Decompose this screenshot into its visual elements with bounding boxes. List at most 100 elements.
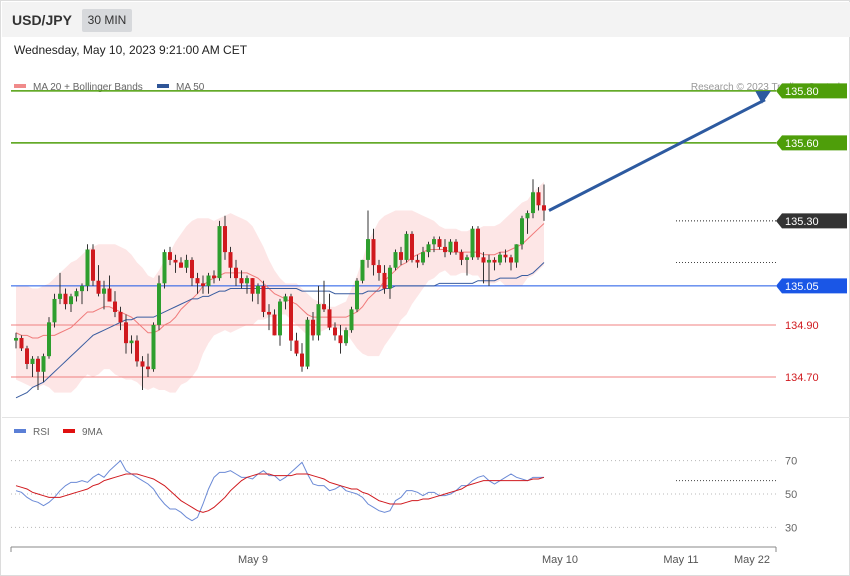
candle-27 [162, 249, 167, 289]
candle-23 [140, 356, 145, 390]
candle-84 [476, 226, 480, 260]
candle-body [426, 244, 431, 253]
candle-body [333, 327, 337, 336]
candle-7 [52, 293, 57, 328]
candle-57 [327, 293, 332, 331]
candle-77 [437, 236, 442, 250]
candle-body [366, 239, 370, 260]
candle-33 [195, 272, 200, 294]
candle-76 [432, 236, 436, 253]
candle-body [113, 301, 117, 312]
candle-body [184, 259, 189, 268]
legend-ma20: MA 20 + Bollinger Bands [14, 82, 143, 93]
bollinger-band [16, 181, 544, 393]
candle-body [41, 356, 46, 372]
candle-body [382, 272, 387, 289]
candle-body [195, 278, 200, 284]
candle-95 [536, 187, 541, 211]
level-tag-0 [776, 83, 847, 99]
candle-body [415, 259, 420, 263]
candle-91 [514, 244, 519, 268]
candle-74 [421, 246, 425, 266]
level-label-0: 135.80 [785, 86, 819, 98]
candle-body [74, 291, 79, 297]
candle-58 [333, 322, 337, 341]
x-tick-label-2: May 11 [663, 554, 698, 566]
candle-body [118, 311, 123, 323]
candle-18 [113, 291, 117, 318]
candle-90 [509, 254, 513, 271]
candle-body [476, 228, 480, 258]
candle-82 [465, 254, 469, 276]
candle-49 [283, 293, 288, 310]
chart-datetime: Wednesday, May 10, 2023 9:21:00 AM CET [14, 43, 248, 57]
ma50-swatch [157, 84, 169, 89]
candle-body [256, 285, 260, 294]
legend-ma50: MA 50 [157, 82, 204, 93]
candle-75 [426, 241, 431, 258]
candle-36 [212, 270, 216, 284]
candle-45 [261, 280, 266, 318]
candle-body [388, 267, 392, 289]
candle-body [201, 283, 205, 286]
candle-body [377, 265, 381, 273]
candle-body [322, 304, 326, 310]
candle-body [514, 244, 519, 263]
candle-body [102, 288, 106, 294]
candle-body [300, 353, 304, 367]
candle-body [179, 262, 183, 268]
candle-body [443, 246, 447, 253]
rsi-tick-30: 30 [785, 522, 797, 534]
candle-body [349, 309, 354, 331]
candle-11 [74, 288, 79, 302]
candle-body [85, 249, 90, 286]
candle-body [536, 192, 541, 206]
level-label-5: 134.70 [785, 372, 819, 384]
candle-body [404, 233, 409, 260]
candle-body [212, 275, 216, 279]
candle-body [399, 252, 403, 260]
candle-body [267, 311, 271, 315]
candle-55 [316, 285, 321, 341]
candle-body [52, 298, 57, 323]
rsi-tick-50: 50 [785, 489, 797, 501]
candle-body [448, 241, 453, 253]
candle-61 [349, 306, 354, 333]
candle-body [525, 213, 530, 219]
candle-13 [85, 244, 90, 292]
x-tick-label-1: May 10 [542, 554, 578, 566]
candle-body [234, 267, 238, 279]
candle-body [168, 252, 172, 260]
candle-1 [19, 335, 24, 351]
timeframe-button[interactable]: 30 MIN [82, 9, 132, 32]
candle-0 [14, 332, 18, 349]
candle-88 [498, 252, 502, 266]
candle-10 [69, 293, 73, 312]
candle-body [146, 366, 150, 370]
candle-85 [481, 252, 486, 284]
copyright-text: Research © 2023 Trading Central [690, 82, 840, 93]
candle-29 [173, 254, 178, 273]
candle-body [25, 348, 29, 364]
candle-92 [520, 215, 524, 250]
candle-body [470, 228, 475, 258]
candle-31 [184, 254, 189, 273]
candle-62 [355, 278, 359, 312]
candle-8 [58, 272, 62, 305]
candle-52 [300, 343, 304, 372]
candle-51 [294, 332, 299, 357]
candle-68 [388, 265, 392, 299]
candle-body [19, 337, 24, 349]
candle-22 [135, 335, 139, 367]
candle-body [223, 226, 227, 253]
candle-body [228, 252, 233, 268]
candle-body [278, 301, 282, 336]
candle-94 [531, 179, 535, 219]
candle-50 [289, 293, 293, 351]
candle-26 [157, 275, 161, 331]
rsi-swatch [14, 429, 26, 434]
candle-body [316, 304, 321, 336]
candle-body [250, 278, 255, 294]
x-tick-label-3: May 22 [734, 554, 770, 566]
candle-86 [487, 254, 491, 286]
